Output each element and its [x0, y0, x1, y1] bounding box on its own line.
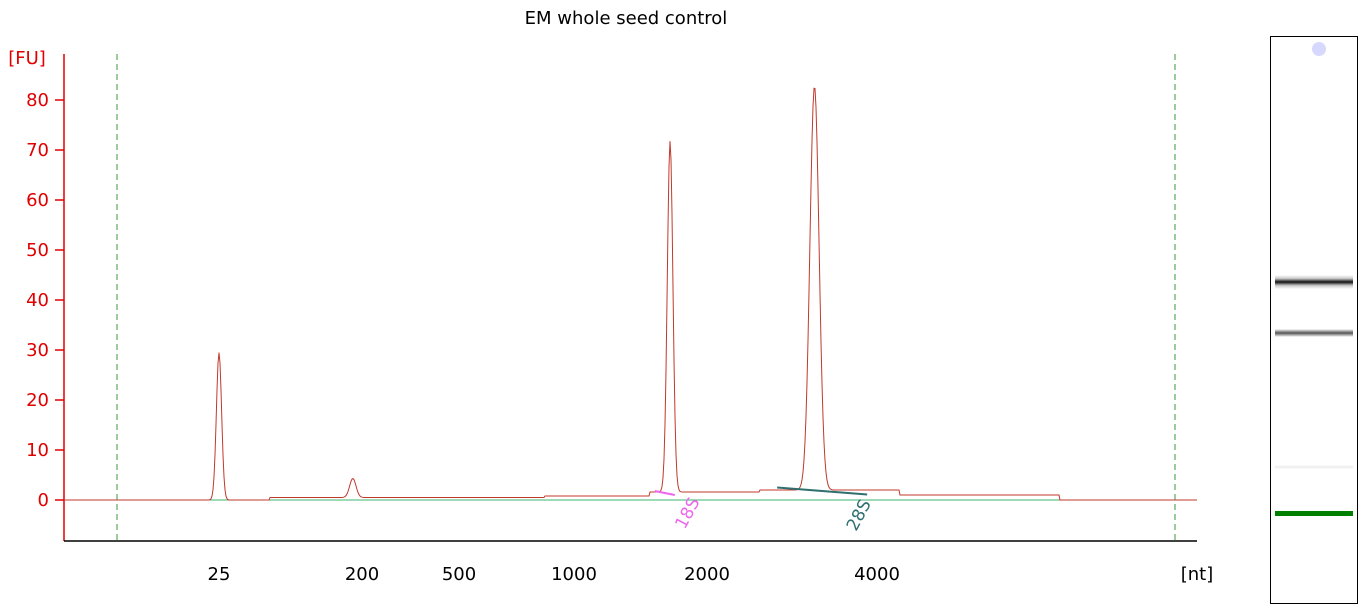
- x-tick-label: 200: [345, 564, 379, 585]
- y-tick-label: 60: [26, 190, 49, 211]
- y-axis-label: [FU]: [8, 48, 46, 69]
- marker-18s-line: [654, 490, 675, 496]
- gel-band-faint: [1275, 465, 1353, 469]
- electropherogram-trace: [64, 87, 1197, 501]
- gel-spot-top: [1312, 42, 1326, 56]
- y-tick-label: 80: [26, 90, 49, 111]
- marker-28s-line: [777, 486, 868, 496]
- y-tick-label: 70: [26, 140, 49, 161]
- y-tick-label: 0: [38, 490, 49, 511]
- gel-band-upper: [1275, 275, 1353, 289]
- y-tick-label: 50: [26, 240, 49, 261]
- y-tick-label: 20: [26, 390, 49, 411]
- y-tick-label: 40: [26, 290, 49, 311]
- x-tick-label: 4000: [854, 564, 900, 585]
- gel-marker-band: [1275, 511, 1353, 516]
- x-tick-label: 25: [208, 564, 231, 585]
- y-tick-label: 30: [26, 340, 49, 361]
- x-tick-label: 500: [442, 564, 476, 585]
- gel-band-lower: [1275, 329, 1353, 337]
- y-tick-label: 10: [26, 440, 49, 461]
- x-tick-label: 2000: [684, 564, 730, 585]
- x-axis-label: [nt]: [1181, 564, 1214, 585]
- marker-28s-label: 28S: [843, 496, 876, 534]
- chart-title: EM whole seed control: [525, 8, 728, 29]
- gel-lane: [1270, 36, 1358, 604]
- electropherogram-chart: EM whole seed control [FU] [nt] 0 10 20 30 4…: [8, 8, 1214, 585]
- x-tick-label: 1000: [551, 564, 597, 585]
